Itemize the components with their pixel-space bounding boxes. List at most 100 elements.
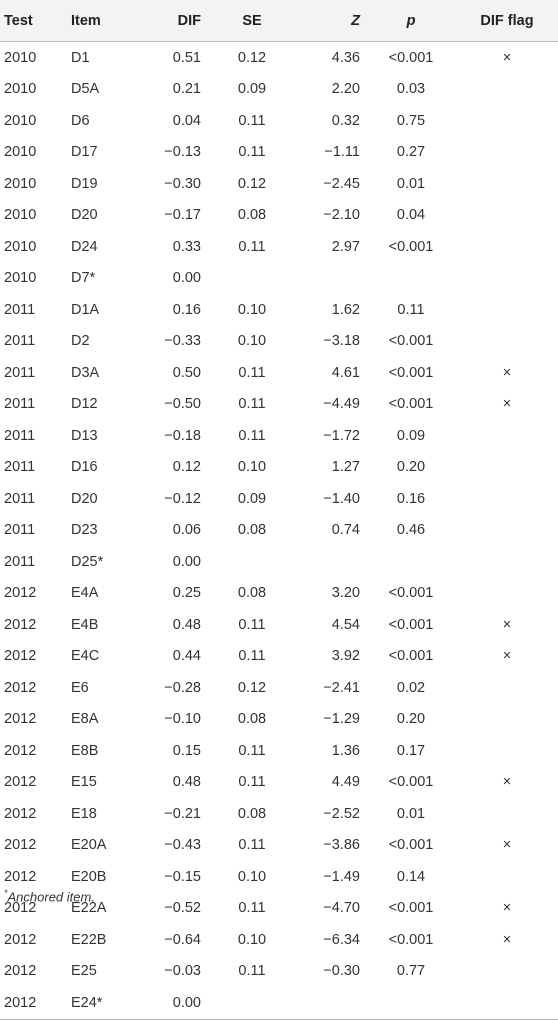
cell-test: 2012 — [4, 931, 37, 948]
cell-test: 2012 — [4, 679, 37, 696]
footnote-text: Anchored item. — [7, 889, 95, 905]
cell-test: 2011 — [4, 301, 36, 318]
cell-test: 2010 — [4, 207, 37, 224]
cell-se: 0.09 — [237, 490, 267, 507]
cell-dif-flag — [456, 231, 558, 263]
cell-item: D6 — [71, 112, 90, 129]
table-row: 2010 D17 −0.13 0.11 −1.11 0.27 — [0, 137, 558, 169]
table-row: 2012 E4C 0.44 0.11 3.92 <0.001 × — [0, 641, 558, 673]
cell-item: E4B — [71, 616, 99, 633]
cell-dif-flag — [456, 452, 558, 484]
cell-test: 2010 — [4, 175, 37, 192]
cell-dif: 0.00 — [152, 987, 211, 1020]
table-row: 2010 D6 0.04 0.11 0.32 0.75 — [0, 105, 558, 137]
cell-dif: −0.17 — [164, 207, 201, 224]
cell-se: 0.11 — [238, 774, 266, 791]
cell-se: 0.08 — [237, 207, 267, 224]
cell-se: 0.11 — [238, 427, 266, 444]
cell-dif-flag: × — [502, 837, 512, 854]
cell-item: E4A — [71, 585, 99, 602]
cell-test: 2012 — [4, 963, 37, 980]
cell-p: 0.01 — [396, 175, 426, 192]
cell-item: D25* — [71, 553, 104, 570]
cell-z: −2.45 — [323, 175, 360, 192]
cell-dif: −0.10 — [164, 711, 201, 728]
cell-z: 0.74 — [331, 522, 360, 539]
cell-item: D24 — [71, 238, 98, 255]
table-row: 2010 D24 0.33 0.11 2.97 <0.001 — [0, 231, 558, 263]
table-row: 2010 D7* 0.00 — [0, 263, 558, 295]
cell-test: 2012 — [4, 868, 37, 885]
table-row: 2011 D1A 0.16 0.10 1.62 0.11 — [0, 294, 558, 326]
cell-z: 2.97 — [331, 238, 360, 255]
cell-dif: 0.25 — [172, 585, 201, 602]
cell-dif-flag — [456, 105, 558, 137]
cell-dif: −0.21 — [164, 805, 201, 822]
cell-p — [366, 546, 456, 578]
cell-p: <0.001 — [388, 900, 434, 917]
cell-dif-flag — [456, 704, 558, 736]
cell-p: <0.001 — [388, 648, 434, 665]
table-row: 2012 E4B 0.48 0.11 4.54 <0.001 × — [0, 609, 558, 641]
cell-p: <0.001 — [388, 364, 434, 381]
cell-se: 0.11 — [238, 900, 266, 917]
cell-p: <0.001 — [388, 49, 434, 66]
cell-item: D1A — [71, 301, 100, 318]
cell-dif-flag — [456, 798, 558, 830]
cell-dif-flag — [456, 420, 558, 452]
cell-se: 0.08 — [237, 585, 267, 602]
cell-test: 2012 — [4, 711, 37, 728]
cell-item: E6 — [71, 679, 89, 696]
cell-dif: 0.00 — [172, 553, 201, 570]
cell-dif: −0.64 — [164, 931, 201, 948]
cell-dif-flag: × — [502, 49, 512, 66]
cell-dif-flag — [456, 74, 558, 106]
cell-dif: 0.48 — [172, 616, 201, 633]
cell-p: 0.16 — [396, 490, 426, 507]
cell-p: 0.17 — [396, 742, 426, 759]
cell-item: E25 — [71, 963, 97, 980]
cell-p: <0.001 — [388, 333, 434, 350]
cell-p: 0.03 — [396, 81, 426, 98]
cell-dif-flag: × — [502, 774, 512, 791]
table-row: 2012 E20A −0.43 0.11 −3.86 <0.001 × — [0, 830, 558, 862]
cell-dif-flag: × — [502, 396, 512, 413]
cell-p: 0.01 — [396, 805, 426, 822]
table-row: 2012 E18 −0.21 0.08 −2.52 0.01 — [0, 798, 558, 830]
cell-se: 0.11 — [238, 364, 266, 381]
cell-p: 0.09 — [396, 427, 426, 444]
cell-se — [211, 546, 293, 578]
header-p: p — [366, 0, 456, 42]
cell-dif: −0.43 — [164, 837, 201, 854]
cell-dif: −0.28 — [164, 679, 201, 696]
table-row: 2011 D25* 0.00 — [0, 546, 558, 578]
table-row: 2012 E6 −0.28 0.12 −2.41 0.02 — [0, 672, 558, 704]
cell-dif-flag — [456, 326, 558, 358]
cell-se: 0.10 — [237, 459, 267, 476]
table-body: 2010 D1 0.51 0.12 4.36 <0.001 × 2010 D5A 0.21 0.09… — [0, 42, 558, 1020]
table-row: 2012 E24* 0.00 — [0, 987, 558, 1020]
cell-item: D5A — [71, 81, 100, 98]
cell-z: 3.20 — [331, 585, 360, 602]
cell-z: −1.40 — [323, 490, 360, 507]
cell-p — [366, 263, 456, 295]
cell-z: 2.20 — [331, 81, 360, 98]
table-row: 2011 D16 0.12 0.10 1.27 0.20 — [0, 452, 558, 484]
cell-p: <0.001 — [388, 396, 434, 413]
cell-item: E22B — [71, 931, 107, 948]
cell-item: D12 — [71, 396, 98, 413]
table-row: 2012 E8A −0.10 0.08 −1.29 0.20 — [0, 704, 558, 736]
cell-item: E18 — [71, 805, 97, 822]
cell-test: 2012 — [0, 987, 61, 1020]
cell-z: −1.29 — [323, 711, 360, 728]
cell-test: 2012 — [4, 774, 37, 791]
cell-test: 2011 — [4, 459, 36, 476]
cell-z — [293, 263, 366, 295]
cell-test: 2011 — [4, 490, 36, 507]
cell-item: D1 — [71, 49, 90, 66]
cell-z: 0.32 — [331, 112, 360, 129]
cell-z — [293, 987, 366, 1020]
table-row: 2010 D1 0.51 0.12 4.36 <0.001 × — [0, 42, 558, 74]
cell-item: E8B — [71, 742, 99, 759]
cell-dif-flag: × — [502, 616, 512, 633]
